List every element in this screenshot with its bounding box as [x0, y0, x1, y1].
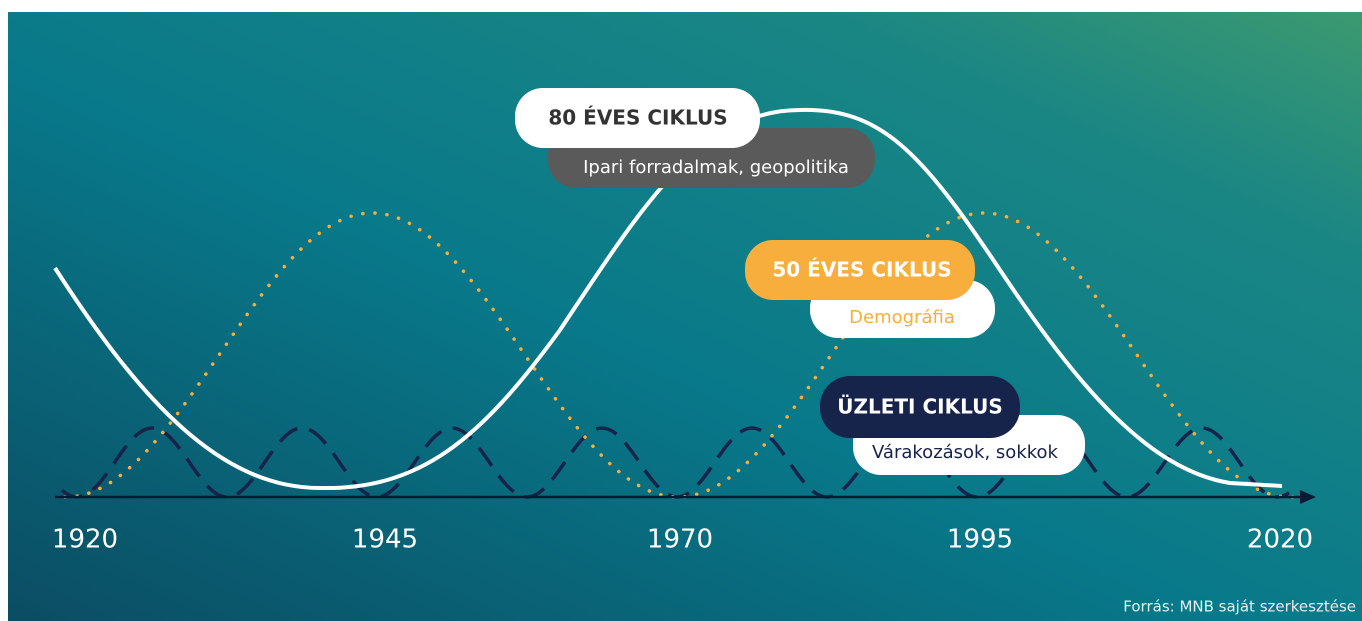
axis-labels: 1920 1945 1970 1995 2020 — [52, 525, 1313, 555]
cycle-subtitle: Demográfia — [849, 307, 955, 328]
title-pill — [745, 240, 975, 300]
year-label: 1970 — [647, 525, 713, 555]
cycle-title: 50 ÉVES CIKLUS — [772, 258, 951, 282]
title-pill — [515, 88, 760, 148]
axis-arrow — [1300, 490, 1316, 504]
cycle-subtitle: Ipari forradalmak, geopolitika — [583, 157, 849, 178]
source-note: Forrás: MNB saját szerkesztése — [1123, 598, 1356, 616]
year-label: 1995 — [947, 525, 1013, 555]
year-label: 1945 — [352, 525, 418, 555]
year-label: 2020 — [1247, 525, 1313, 555]
cycle-subtitle: Várakozások, sokkok — [872, 442, 1059, 463]
fifty-year-cycle-curve — [63, 211, 1297, 499]
year-label: 1920 — [52, 525, 118, 555]
cycle-title: ÜZLETI CIKLUS — [837, 395, 1003, 419]
cycle-title: 80 ÉVES CIKLUS — [548, 106, 727, 130]
title-pill — [820, 376, 1020, 438]
